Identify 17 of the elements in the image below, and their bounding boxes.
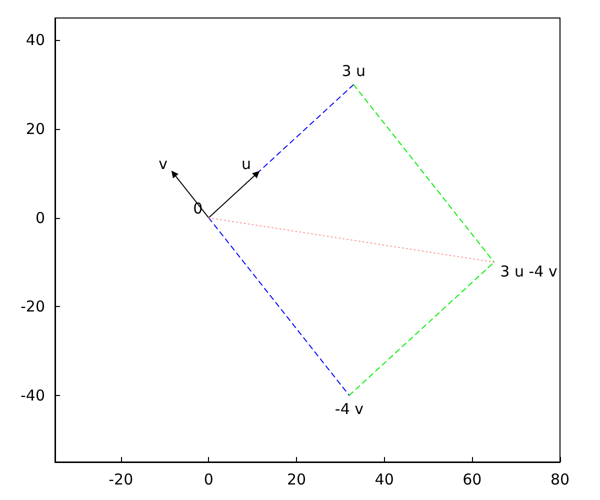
x-tick-label: 60 — [462, 470, 482, 488]
annotation: 3 u -4 v — [500, 262, 558, 281]
annotation: v — [158, 154, 168, 173]
x-tick-label: 80 — [550, 470, 570, 488]
annotation: -4 v — [334, 400, 364, 418]
x-tick-label: 20 — [286, 470, 306, 488]
y-tick-label: 0 — [35, 208, 45, 227]
y-tick-label: -40 — [20, 386, 45, 404]
annotation: 0 — [193, 199, 203, 218]
x-tick-label: 40 — [374, 470, 394, 488]
x-tick-label: 0 — [204, 470, 214, 488]
x-tick-label: -20 — [108, 470, 134, 488]
annotation: 3 u — [342, 62, 366, 80]
annotation: u — [241, 154, 251, 173]
y-tick-label: 20 — [26, 120, 45, 138]
y-tick-label: -20 — [20, 298, 45, 316]
y-tick-label: 40 — [26, 31, 45, 50]
